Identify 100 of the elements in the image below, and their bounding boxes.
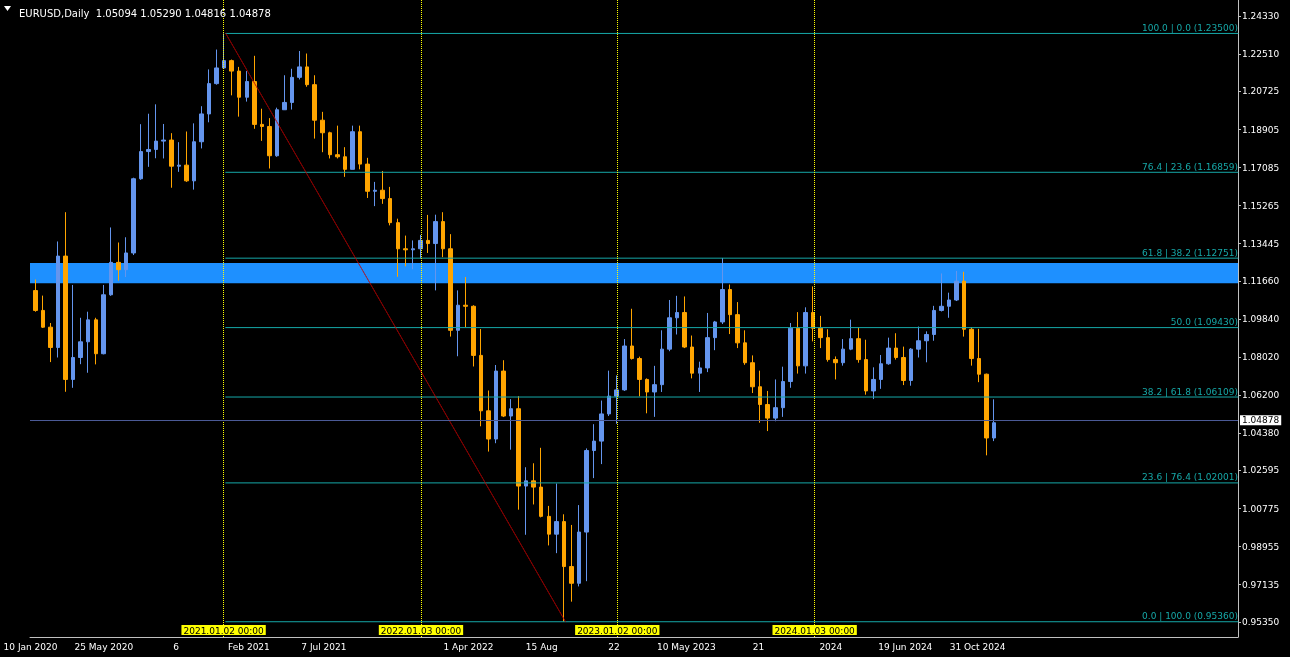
y-tick-label: 0.98955	[1242, 541, 1280, 552]
candlestick	[275, 107, 279, 158]
candlestick	[864, 339, 868, 396]
candlestick	[463, 276, 468, 328]
candlestick	[705, 312, 710, 373]
candlestick	[984, 373, 989, 456]
x-tick-label: 15 Aug	[525, 641, 558, 652]
candlestick	[63, 211, 68, 393]
ref-line-label: 2021.01.02 00:00	[183, 625, 265, 636]
candlestick	[947, 292, 951, 319]
candlestick	[901, 346, 906, 386]
candlestick	[682, 295, 687, 349]
candlestick	[184, 131, 189, 183]
x-tick-label: 19 Jun 2024	[878, 641, 933, 652]
candlestick	[214, 49, 219, 86]
candlestick	[411, 239, 415, 270]
candlestick	[894, 332, 898, 361]
y-tick-label: 1.17085	[1242, 162, 1280, 173]
candlestick	[765, 390, 770, 432]
candlestick	[622, 338, 627, 392]
x-tick-label: 6	[173, 641, 180, 652]
candlestick	[932, 305, 936, 342]
candlestick	[131, 177, 136, 256]
candlestick	[916, 326, 921, 358]
y-tick-label: 1.09840	[1242, 314, 1280, 325]
y-tick-label: 1.24330	[1242, 11, 1280, 22]
candlestick	[713, 320, 717, 351]
candlestick	[675, 295, 679, 335]
candlestick	[433, 214, 438, 291]
candlestick	[146, 113, 151, 168]
candlestick	[554, 483, 559, 554]
candlestick	[826, 328, 830, 363]
candlestick	[690, 335, 694, 379]
candlestick	[728, 284, 732, 335]
candlestick	[267, 117, 272, 169]
text: EURUSD,Daily 1.05094 1.05290 1.04816 1.04878	[19, 7, 271, 19]
candlestick	[614, 374, 619, 425]
candlestick	[56, 240, 60, 358]
candlestick	[818, 315, 823, 349]
candlestick	[660, 329, 664, 393]
candlestick	[962, 271, 966, 338]
candlestick	[562, 513, 566, 623]
candlestick	[758, 370, 762, 424]
series-label: 38.2 | 61.8 (1.06109)	[1142, 386, 1238, 397]
candlestick	[516, 395, 521, 511]
candlestick	[494, 364, 498, 444]
candlestick	[177, 141, 181, 173]
candlestick	[992, 398, 996, 442]
candlestick	[260, 108, 264, 142]
series-label: 50.0 (1.09430)	[1170, 317, 1238, 328]
candlestick	[192, 122, 196, 191]
candlestick	[939, 272, 944, 312]
candlestick	[773, 378, 778, 422]
candlestick	[237, 66, 241, 118]
candlestick	[33, 279, 38, 313]
candlestick	[94, 317, 98, 365]
y-tick-label: 1.04380	[1242, 428, 1280, 439]
candlestick	[698, 361, 702, 393]
candlestick	[720, 257, 725, 325]
candlestick	[199, 105, 204, 149]
candlestick	[592, 423, 596, 479]
candlestick	[139, 123, 143, 181]
series-label: 23.6 | 76.4 (1.02001)	[1142, 472, 1238, 483]
candlestick	[222, 32, 226, 70]
candlestick	[479, 328, 483, 427]
candlestick	[358, 125, 362, 170]
series-label: 100.0 | 0.0 (1.23500)	[1142, 22, 1238, 33]
candlestick	[456, 289, 460, 357]
candlestick	[48, 322, 53, 363]
candlestick	[245, 70, 249, 103]
x-tick-label: 2024	[819, 641, 843, 652]
candlestick	[320, 111, 325, 153]
candlestick	[312, 74, 317, 140]
ref-line-label: 2024.01.03 00:00	[774, 625, 856, 636]
ref-line-label: 1.04878	[1242, 415, 1280, 426]
candlestick	[803, 306, 808, 375]
y-tick-label: 1.15265	[1242, 200, 1280, 211]
candlestick	[909, 347, 913, 387]
candlestick	[577, 504, 581, 587]
candlestick	[229, 59, 234, 96]
y-tick-label: 1.11660	[1242, 275, 1280, 286]
candlestick	[509, 398, 513, 451]
candlestick	[781, 366, 785, 418]
candlestick	[418, 234, 423, 260]
y-tick-label: 1.08020	[1242, 352, 1280, 363]
y-tick-label: 1.22510	[1242, 49, 1280, 60]
candlestick	[207, 68, 211, 123]
candlestick	[788, 322, 793, 389]
candlestick	[335, 125, 340, 159]
candlestick	[365, 157, 370, 199]
candlestick	[78, 317, 83, 365]
series-label: 0.0 | 100.0 (0.95360)	[1142, 611, 1238, 622]
y-tick-label: 0.97135	[1242, 579, 1280, 590]
candlestick	[969, 326, 974, 367]
candlestick	[305, 53, 309, 88]
candlestick	[599, 400, 604, 465]
candlestick	[547, 505, 551, 546]
candlestick	[109, 226, 113, 297]
candlestick	[380, 170, 385, 205]
candlestick	[388, 186, 392, 226]
